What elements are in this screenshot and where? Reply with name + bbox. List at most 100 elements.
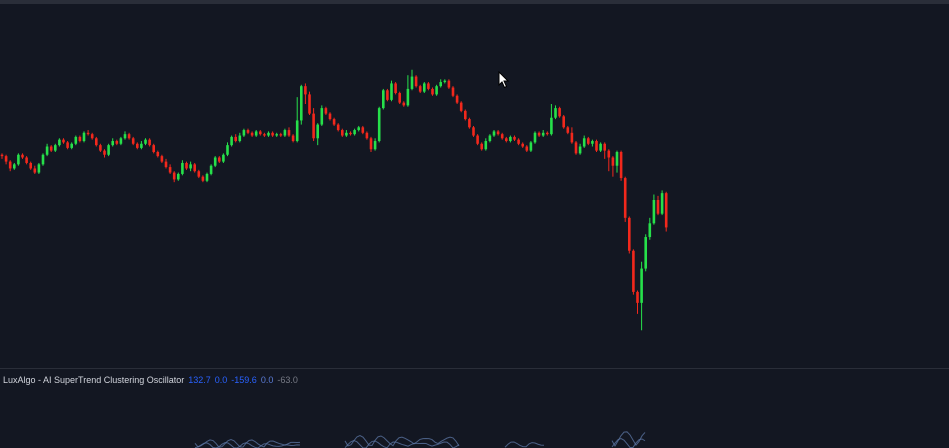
candle-body [644, 237, 647, 269]
candle-body [595, 141, 598, 151]
candle-body [628, 217, 631, 251]
candle-body [550, 117, 553, 135]
candle-body [558, 108, 561, 117]
candle-body [189, 164, 192, 169]
mouse-pointer-icon [498, 71, 510, 89]
candle-body [205, 173, 209, 181]
candle-body [636, 291, 639, 303]
candle-body [90, 134, 94, 139]
candle-body [140, 143, 143, 148]
candle-body [480, 143, 483, 150]
oscillator-line [194, 442, 301, 448]
candle-body [82, 132, 86, 142]
indicator-value-5: -63.0 [277, 375, 298, 385]
candle-body [373, 141, 377, 150]
candle-body [33, 168, 37, 173]
candle-body [513, 136, 516, 140]
candle-body [324, 108, 328, 114]
candle-body [287, 130, 291, 136]
candle-body [279, 134, 283, 136]
candle-body [554, 108, 557, 118]
candle-body [185, 162, 188, 169]
candle-body [472, 127, 475, 136]
candle-body [562, 116, 565, 128]
candle-body [664, 193, 668, 228]
candle-body [459, 102, 463, 111]
candle-body [136, 143, 139, 148]
candle-body [29, 162, 32, 169]
candle-body [525, 146, 529, 151]
candle-body [591, 141, 594, 144]
candle-body [197, 171, 201, 177]
candle-body [521, 143, 524, 147]
candle-body [193, 164, 196, 172]
candle-body [587, 138, 590, 144]
candle-body [168, 167, 172, 173]
window-top-border [0, 0, 949, 4]
candle-body [304, 86, 307, 95]
candle-body [468, 119, 471, 128]
candle-body [74, 136, 78, 144]
candle-body [144, 139, 147, 144]
indicator-name[interactable]: LuxAlgo - AI SuperTrend Clustering Oscil… [3, 375, 185, 385]
candle-body [254, 131, 258, 136]
candle-body [541, 132, 545, 136]
oscillator-line [611, 431, 646, 447]
oscillator-line [344, 439, 460, 448]
candlestick-chart[interactable] [0, 4, 949, 368]
candle-body [439, 82, 442, 87]
candle-body [578, 146, 582, 154]
candle-body [271, 132, 274, 136]
candle-body [230, 136, 233, 146]
candle-body [431, 88, 434, 95]
candle-body [603, 143, 606, 151]
candle-body [496, 131, 500, 135]
candle-body [418, 86, 422, 92]
candle-body [291, 135, 295, 142]
candle-body [623, 178, 627, 218]
candle-body [78, 136, 82, 142]
pane-divider[interactable] [0, 368, 949, 369]
candle-body [406, 88, 410, 106]
candle-body [353, 130, 356, 135]
candle-body [488, 135, 492, 142]
candle-body [410, 76, 414, 89]
indicator-value-1: 132.7 [188, 375, 211, 385]
candle-body [599, 143, 602, 151]
candle-body [443, 80, 447, 83]
candle-body [546, 132, 549, 135]
price-chart-pane[interactable] [0, 4, 949, 368]
candle-body [332, 119, 336, 125]
candle-body [152, 145, 155, 152]
candle-body [156, 152, 160, 157]
candle-body [275, 134, 278, 136]
candle-body [95, 138, 98, 146]
candle-body [181, 162, 184, 174]
candle-body [222, 154, 225, 162]
candle-body [607, 150, 611, 158]
candle-body [66, 142, 69, 148]
indicator-value-2: 0.0 [214, 375, 228, 385]
candle-body [21, 154, 24, 158]
candle-body [295, 120, 299, 142]
oscillator-line [504, 441, 545, 448]
oscillator-line [194, 438, 301, 448]
candle-body [660, 193, 664, 214]
candle-body [107, 145, 110, 155]
candle-body [529, 142, 533, 151]
candle-body [111, 141, 114, 146]
candle-body [464, 110, 467, 120]
indicator-legend[interactable]: LuxAlgo - AI SuperTrend Clustering Oscil… [3, 375, 298, 385]
candle-body [320, 108, 324, 125]
candle-body [160, 156, 164, 162]
candle-body [640, 268, 643, 303]
candle-body [357, 127, 360, 131]
candle-body [361, 127, 365, 133]
candle-body [8, 161, 12, 169]
candle-body [484, 141, 488, 150]
candle-body [533, 132, 537, 143]
candle-body [250, 132, 254, 136]
candle-body [394, 83, 397, 94]
candle-body [70, 143, 73, 148]
oscillator-pane[interactable] [0, 369, 949, 448]
